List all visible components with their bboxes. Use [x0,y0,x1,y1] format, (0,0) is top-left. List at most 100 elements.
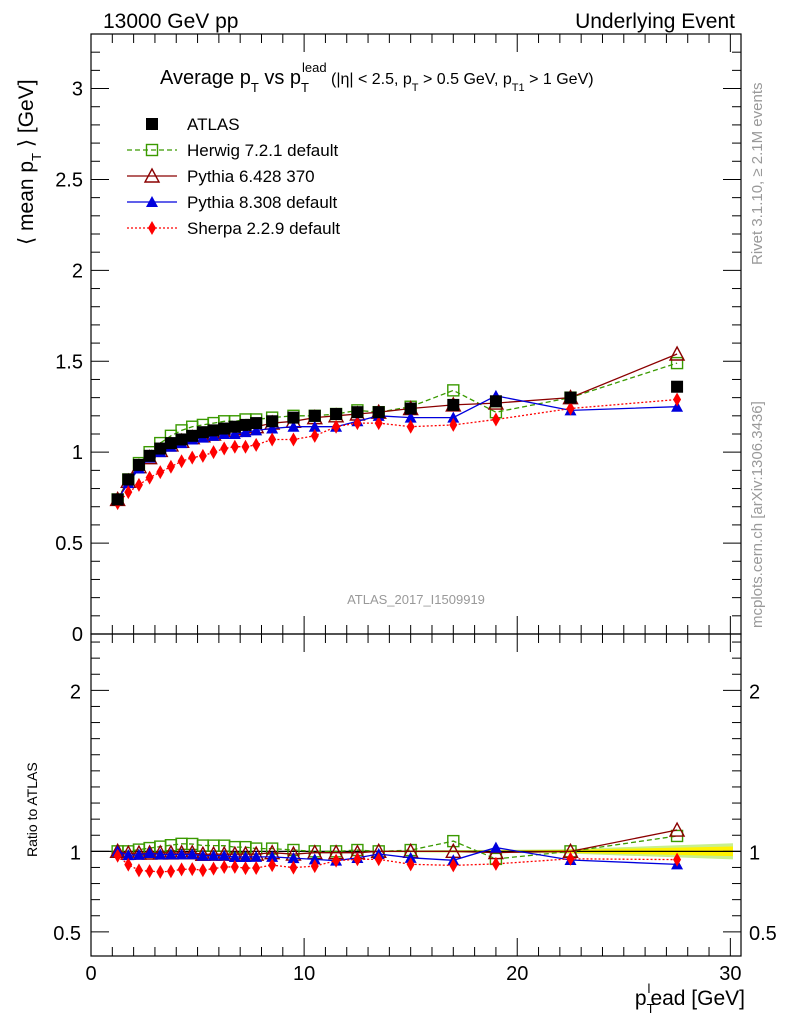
main-point-data [154,442,167,455]
plot-title: Average pT vs pTlead (|η| < 2.5, pT > 0.… [160,60,594,95]
main-point-sherpa [449,417,458,432]
xtick-label: 30 [719,963,741,985]
ratio-point-pythia8 [287,852,300,864]
ratio-point-pythia8 [250,850,263,862]
ratio-point-sherpa [113,848,122,863]
main-ticks: 0 0.5 1 1.5 2 2.5 3 [55,34,741,646]
ratio-ytick-label-right: 0.5 [749,923,777,945]
ratio-point-sherpa [188,862,197,877]
main-point-data [564,391,577,404]
ratio-point-pythia8 [228,850,241,862]
main-point-sherpa [353,416,362,431]
main-point-pythia8 [308,420,321,432]
main-ytick-label: 2 [72,260,83,282]
main-point-sherpa [230,439,239,454]
ratio-point-sherpa [289,860,298,875]
main-point-sherpa [188,450,197,465]
main-point-data [671,380,684,393]
main-point-data [372,406,385,419]
ratio-series [109,821,686,879]
main-point-pythia8 [447,411,460,423]
main-point-data [228,420,241,433]
ratio-point-pythia8 [186,848,199,860]
main-point-sherpa [134,477,143,492]
main-point-herwig [447,384,460,397]
ratio-ytick-label-right: 2 [749,681,760,703]
main-point-pythia6 [668,345,686,361]
ratio-point-sherpa [353,852,362,867]
main-point-pythia8 [239,426,252,438]
main-point-data [175,433,188,446]
main-point-sherpa [220,441,229,456]
ratio-point-pythia8 [196,849,209,861]
legend-label-pythia8: Pythia 8.308 default [187,193,338,212]
ratio-point-sherpa [166,864,175,879]
main-point-sherpa [566,401,575,416]
ratio-point-sherpa [566,851,575,866]
ratio-point-sherpa [268,858,277,873]
main-ylabel: ⟨ mean pT ⟩ [GeV] [15,79,44,245]
main-ytick-label: 1 [72,442,83,464]
legend: ATLAS Herwig 7.2.1 default Pythia 6.428 37… [127,115,340,238]
ratio-point-pythia8 [122,849,135,861]
ratio-point-sherpa [449,858,458,873]
ratio-point-sherpa [332,853,341,868]
main-series [109,345,686,511]
ratio-point-pythia8 [239,850,252,862]
legend-marker-pythia6 [143,167,161,183]
legend-marker-pythia8 [146,196,158,207]
main-point-data [132,458,145,471]
main-point-sherpa [268,432,277,447]
x-axis-label: pTlead [GeV] [635,981,745,1016]
main-point-sherpa [198,448,207,463]
ratio-ytick-label-right: 1 [749,842,760,864]
main-point-data [287,411,300,424]
main-point-sherpa [491,412,500,427]
ratio-point-sherpa [673,852,682,867]
main-point-pythia8 [250,424,263,436]
main-point-data [164,437,177,450]
header-left: 13000 GeV pp [103,10,238,33]
main-point-data [250,417,263,430]
main-point-data [239,418,252,431]
main-point-sherpa [166,459,175,474]
ratio-point-pythia8 [175,848,188,860]
ratio-point-herwig [447,834,460,848]
main-point-sherpa [209,445,218,460]
ratio-point-pythia8 [132,848,145,860]
ratio-ytick-label: 0.5 [53,923,81,945]
main-point-data [111,493,124,506]
main-point-data [122,473,135,486]
legend-marker-sherpa [148,221,156,235]
ratio-point-pythia8 [218,849,231,861]
main-point-herwig [670,356,684,370]
main-point-sherpa [156,465,165,480]
main-point-sherpa [289,432,298,447]
ratio-point-sherpa [230,859,239,874]
main-point-sherpa [310,428,319,443]
ratio-point-pythia8 [266,850,279,862]
legend-marker-herwig [145,143,159,157]
ratio-ytick-label: 2 [70,681,81,703]
legend-label-herwig: Herwig 7.2.1 default [187,141,338,160]
main-point-pythia8 [287,420,300,432]
main-point-data [447,398,460,411]
main-point-sherpa [241,439,250,454]
ratio-point-pythia6 [668,821,686,837]
ratio-point-sherpa [241,861,250,876]
legend-label-sherpa: Sherpa 2.2.9 default [187,219,340,238]
main-point-data [489,395,502,408]
ratio-point-pythia8 [164,848,177,860]
main-ytick-label: 1.5 [55,351,83,373]
header-right: Underlying Event [575,10,735,33]
xtick-label: 20 [506,963,528,985]
ratio-point-sherpa [134,863,143,878]
legend-label-data: ATLAS [187,115,240,134]
xtick-label: 0 [85,963,96,985]
ratio-point-sherpa [406,857,415,872]
main-point-data [330,408,343,420]
main-point-data [308,409,321,422]
ratio-point-pythia6 [141,844,158,860]
main-point-sherpa [673,392,682,407]
